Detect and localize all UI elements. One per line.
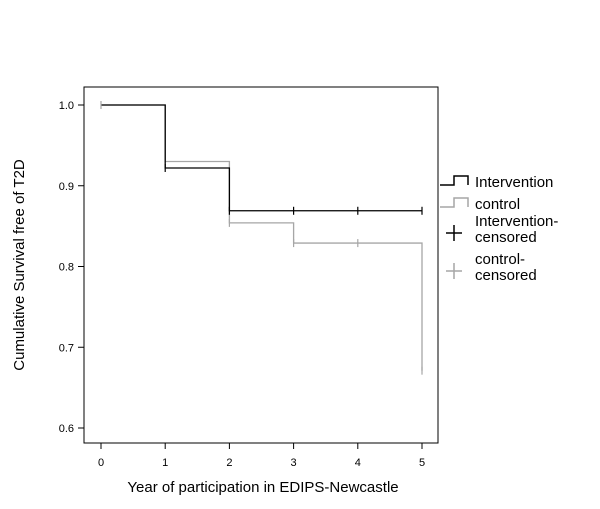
legend-swatch-line — [440, 175, 469, 186]
series-line-intervention — [101, 104, 422, 212]
x-tick-label: 1 — [162, 457, 168, 469]
y-axis-title: Cumulative Survival free of T2D — [11, 159, 28, 371]
x-axis-title: Year of participation in EDIPS-Newcastle — [127, 479, 398, 496]
series-line-control — [101, 104, 423, 371]
x-tick-label: 5 — [419, 457, 425, 469]
x-tick-label: 0 — [98, 457, 104, 469]
x-axis: 0 1 2 3 4 5 — [98, 443, 425, 469]
x-tick-label: 3 — [291, 457, 297, 469]
censor-layer — [100, 101, 423, 375]
y-axis: 0.6 0.7 0.8 0.9 1.0 — [59, 100, 84, 435]
series-layer — [101, 104, 423, 371]
legend-label: control- — [475, 251, 525, 268]
legend-label: censored — [475, 229, 537, 246]
y-tick-label: 0.8 — [59, 262, 74, 274]
x-tick-label: 2 — [226, 457, 232, 469]
y-tick-label: 0.9 — [59, 181, 74, 193]
legend-label: censored — [475, 267, 537, 284]
legend-label: Intervention — [475, 174, 553, 191]
x-tick-label: 4 — [355, 457, 361, 469]
legend-label: Intervention- — [475, 213, 558, 230]
y-tick-label: 1.0 — [59, 100, 74, 112]
legend-label: control — [475, 196, 520, 213]
plot-area-frame — [83, 86, 439, 444]
legend-swatch-line — [440, 197, 469, 208]
y-tick-label: 0.6 — [59, 423, 74, 435]
y-tick-label: 0.7 — [59, 342, 74, 354]
legend: Intervention controlIntervention-censored… — [440, 174, 558, 284]
